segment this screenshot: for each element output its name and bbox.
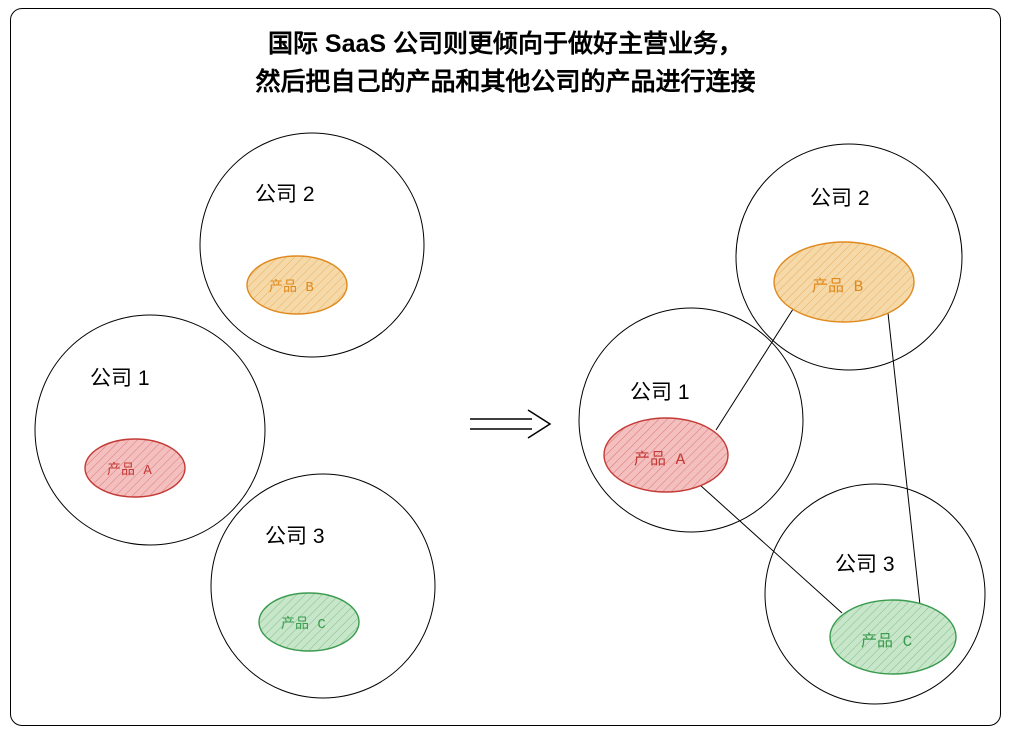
right-company3-product-label: 产品 C xyxy=(861,627,912,651)
right-company2-product-label: 产品 B xyxy=(812,272,863,296)
right-company1-circle xyxy=(579,308,803,532)
right-edge-1 xyxy=(700,485,842,613)
left-company1-label: 公司 1 xyxy=(90,362,150,392)
transition-arrow xyxy=(470,410,550,438)
right-company3-label: 公司 3 xyxy=(835,548,895,578)
right-company2-label: 公司 2 xyxy=(810,182,870,212)
right-company1-product-label: 产品 A xyxy=(634,445,685,469)
diagram-canvas xyxy=(0,0,1011,734)
left-company2-circle xyxy=(200,133,424,357)
left-company3-label: 公司 3 xyxy=(265,520,325,550)
right-edge-0 xyxy=(716,306,795,430)
left-company1-circle xyxy=(35,315,265,545)
right-company1-label: 公司 1 xyxy=(630,376,690,406)
left-company2-product-label: 产品 B xyxy=(269,276,314,296)
left-company3-circle xyxy=(211,474,435,698)
left-company1-product-label: 产品 A xyxy=(107,459,152,479)
left-company3-product-label: 产品 C xyxy=(281,613,326,633)
left-company2-label: 公司 2 xyxy=(255,178,315,208)
